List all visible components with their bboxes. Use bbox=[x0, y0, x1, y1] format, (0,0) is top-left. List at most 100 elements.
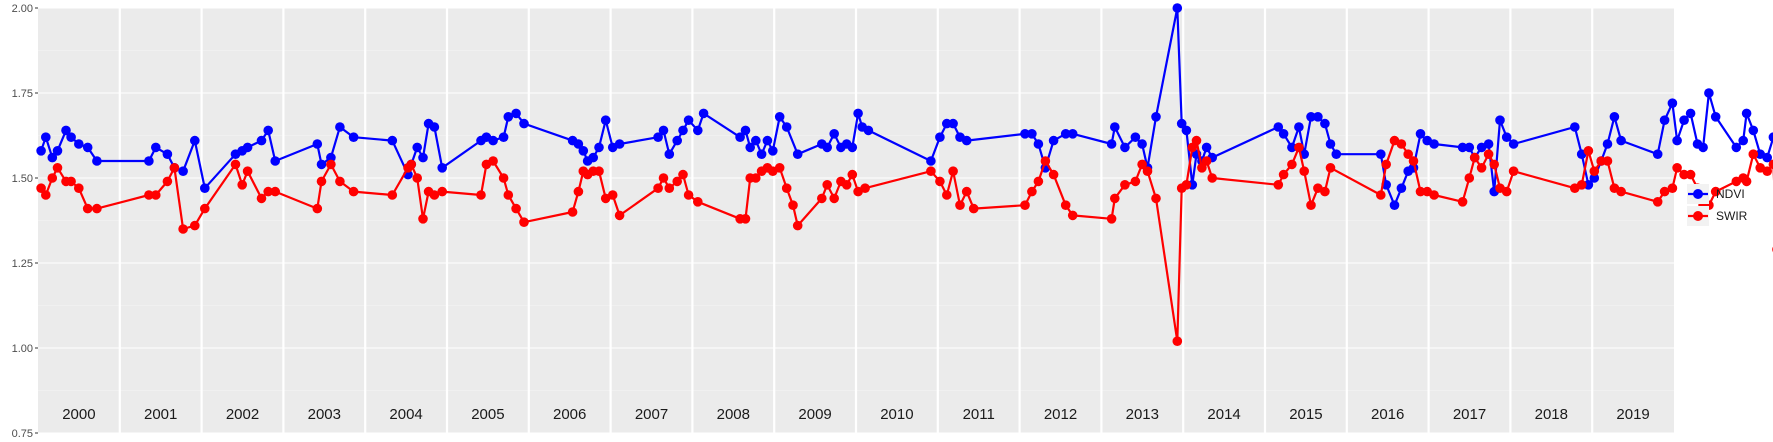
data-point-swir bbox=[387, 190, 398, 200]
data-point-swir bbox=[242, 166, 253, 176]
data-point-ndvi bbox=[948, 118, 958, 129]
data-point-swir bbox=[406, 159, 417, 170]
data-point-swir bbox=[1287, 159, 1297, 170]
data-point-ndvi bbox=[1048, 135, 1059, 146]
data-point-ndvi bbox=[768, 146, 778, 156]
data-point-ndvi bbox=[961, 135, 972, 146]
data-point-ndvi bbox=[1762, 152, 1772, 163]
data-point-ndvi bbox=[1137, 139, 1147, 149]
data-point-swir bbox=[1429, 190, 1439, 200]
data-point-swir bbox=[237, 180, 247, 190]
year-label: 2004 bbox=[389, 406, 422, 423]
data-point-swir bbox=[1408, 156, 1419, 166]
data-point-ndvi bbox=[1151, 112, 1161, 122]
data-point-ndvi bbox=[519, 118, 529, 129]
data-point-swir bbox=[1748, 149, 1759, 159]
data-point-ndvi bbox=[781, 122, 792, 132]
y-axis: 0.75 1.00 1.25 1.50 1.75 2.00 bbox=[12, 3, 38, 440]
data-point-swir bbox=[788, 200, 798, 210]
data-point-ndvi bbox=[256, 135, 267, 146]
data-point-ndvi bbox=[326, 152, 336, 163]
data-point-ndvi bbox=[1181, 125, 1192, 136]
year-label: 2016 bbox=[1371, 406, 1404, 423]
data-point-ndvi bbox=[348, 132, 359, 142]
data-point-ndvi bbox=[1616, 135, 1626, 146]
y-tick-label: 1.50 bbox=[12, 173, 33, 185]
data-point-swir bbox=[658, 173, 669, 183]
data-point-ndvi bbox=[418, 152, 428, 163]
data-point-swir bbox=[1508, 166, 1519, 176]
data-point-ndvi bbox=[1120, 142, 1130, 153]
data-point-ndvi bbox=[614, 139, 625, 149]
data-point-swir bbox=[961, 186, 972, 197]
data-point-swir bbox=[1294, 142, 1304, 153]
series-swir bbox=[36, 135, 1773, 347]
data-point-swir bbox=[1172, 336, 1183, 347]
data-point-ndvi bbox=[1033, 139, 1044, 149]
year-separators bbox=[118, 8, 1594, 433]
data-point-swir bbox=[437, 186, 448, 197]
year-label: 2001 bbox=[144, 406, 177, 423]
series-line-ndvi bbox=[40, 6, 1773, 207]
data-point-swir bbox=[1306, 200, 1316, 210]
year-label: 2008 bbox=[717, 406, 750, 423]
data-point-swir bbox=[519, 217, 529, 227]
data-point-ndvi bbox=[1659, 115, 1670, 125]
data-point-ndvi bbox=[1067, 129, 1078, 139]
data-point-ndvi bbox=[1287, 142, 1297, 153]
data-point-swir bbox=[781, 183, 792, 193]
data-point-ndvi bbox=[829, 129, 839, 139]
data-point-swir bbox=[1273, 180, 1284, 190]
data-point-swir bbox=[774, 163, 785, 173]
data-point-ndvi bbox=[1110, 122, 1120, 132]
data-point-ndvi bbox=[412, 142, 423, 153]
data-point-ndvi bbox=[762, 135, 773, 146]
data-point-ndvi bbox=[1020, 129, 1030, 139]
data-point-ndvi bbox=[1710, 112, 1721, 122]
data-point-ndvi bbox=[1483, 139, 1494, 149]
data-point-ndvi bbox=[335, 122, 345, 132]
data-point-ndvi bbox=[1130, 132, 1141, 142]
data-point-swir bbox=[326, 159, 336, 170]
data-point-ndvi bbox=[1313, 112, 1323, 122]
data-point-ndvi bbox=[853, 108, 863, 119]
data-point-ndvi bbox=[735, 132, 745, 142]
year-label: 2010 bbox=[880, 406, 913, 423]
data-point-swir bbox=[926, 166, 936, 176]
data-point-swir bbox=[672, 176, 682, 187]
data-point-ndvi bbox=[664, 149, 675, 159]
data-point-ndvi bbox=[740, 125, 751, 136]
data-point-ndvi bbox=[74, 139, 84, 149]
data-point-ndvi bbox=[503, 112, 514, 122]
data-point-ndvi bbox=[1748, 125, 1759, 136]
y-tick-label: 1.00 bbox=[12, 343, 33, 355]
data-point-swir bbox=[1381, 159, 1391, 170]
data-point-ndvi bbox=[1376, 149, 1386, 159]
data-point-swir bbox=[256, 193, 267, 204]
data-point-swir bbox=[942, 190, 952, 200]
data-point-ndvi bbox=[1106, 139, 1117, 149]
data-point-swir bbox=[1415, 186, 1426, 197]
data-point-swir bbox=[860, 183, 870, 193]
year-label: 2006 bbox=[553, 406, 586, 423]
data-point-swir bbox=[316, 176, 327, 187]
data-point-swir bbox=[948, 166, 958, 176]
data-point-swir bbox=[1106, 214, 1117, 224]
data-point-swir bbox=[678, 169, 688, 180]
data-point-ndvi bbox=[745, 142, 755, 153]
data-point-ndvi bbox=[1570, 122, 1580, 132]
data-point-ndvi bbox=[1508, 139, 1519, 149]
data-point-ndvi bbox=[1027, 129, 1037, 139]
data-point-swir bbox=[36, 183, 46, 193]
data-point-swir bbox=[1576, 180, 1587, 190]
data-point-swir bbox=[200, 203, 210, 214]
data-point-ndvi bbox=[1325, 139, 1336, 149]
data-point-ndvi bbox=[588, 152, 598, 163]
year-label: 2019 bbox=[1616, 406, 1649, 423]
data-point-ndvi bbox=[1698, 142, 1708, 153]
legend-label: NDVI bbox=[1716, 187, 1745, 201]
data-point-swir bbox=[52, 163, 63, 173]
data-point-swir bbox=[683, 190, 694, 200]
data-point-ndvi bbox=[1583, 180, 1594, 190]
